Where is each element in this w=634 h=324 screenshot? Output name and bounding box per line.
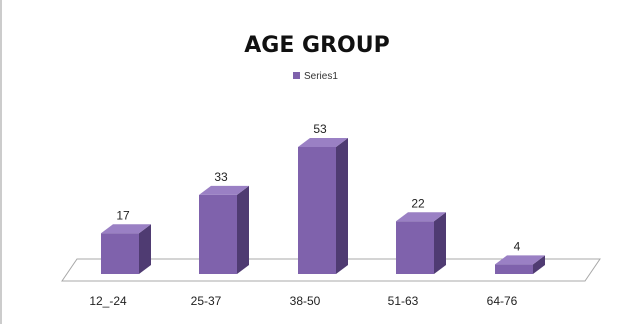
x-tick-label: 64-76 <box>487 294 518 308</box>
legend: Series1 <box>293 71 338 82</box>
data-label: 22 <box>411 196 425 210</box>
bar-51-63 <box>396 212 446 274</box>
bar-side <box>139 224 151 274</box>
bar-25-37 <box>199 185 249 274</box>
bar-38-50 <box>298 138 348 274</box>
bar-top <box>101 224 151 234</box>
bar-12_-24 <box>101 224 151 274</box>
data-labels: 17 33 53 22 4 <box>116 122 520 253</box>
bar-top <box>199 185 249 195</box>
bar-side <box>237 185 249 274</box>
data-label: 33 <box>214 170 228 184</box>
bar-front <box>199 194 237 274</box>
x-tick-label: 12_-24 <box>89 294 127 308</box>
chart-title: AGE GROUP <box>244 33 389 58</box>
bar-side <box>533 255 545 274</box>
bar-top <box>298 138 348 147</box>
bar-top <box>396 212 446 222</box>
bars <box>101 138 545 274</box>
x-tick-label: 25-37 <box>191 294 222 308</box>
legend-swatch <box>293 72 300 79</box>
data-label: 53 <box>313 122 327 136</box>
bar-front <box>298 147 336 274</box>
x-tick-label: 38-50 <box>290 294 321 308</box>
bar-front <box>396 221 434 274</box>
bar-front <box>101 233 139 274</box>
bar-side <box>434 212 446 274</box>
bar-64-76 <box>495 255 545 274</box>
bar-side <box>336 138 348 274</box>
legend-label: Series1 <box>304 71 338 82</box>
data-label: 4 <box>514 239 521 253</box>
x-tick-label: 51-63 <box>388 294 419 308</box>
bar-front <box>495 264 533 274</box>
x-axis-ticks: 12_-24 25-37 38-50 51-63 64-76 <box>89 294 517 308</box>
bar-top <box>495 255 545 265</box>
data-label: 17 <box>116 208 130 222</box>
